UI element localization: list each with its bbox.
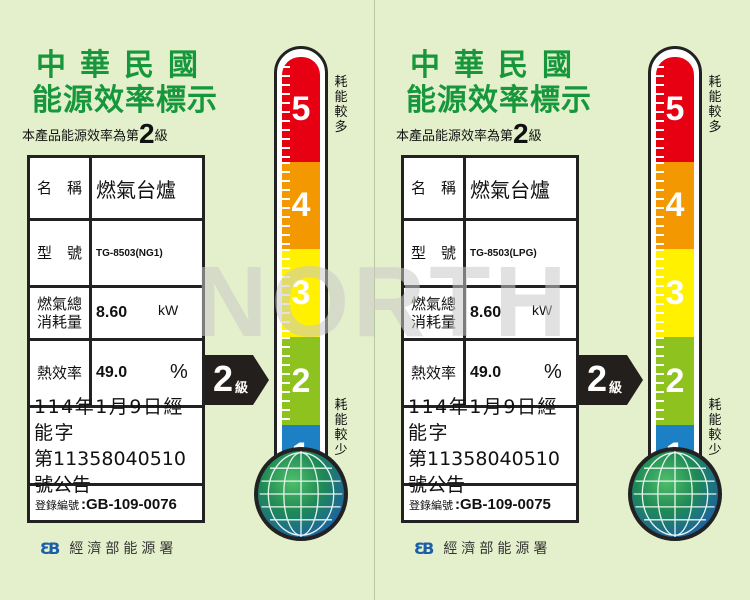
- consumption-unit: kW: [532, 302, 553, 318]
- efficiency-number: 49.0: [96, 364, 128, 381]
- registration: 登錄編號:GB-109-0075: [404, 486, 576, 523]
- registration-key: 登錄編號: [35, 498, 79, 512]
- scale-level-4: 4: [282, 162, 320, 249]
- grade-statement: 本產品能源效率為第2級: [396, 118, 542, 150]
- title-line1: 中華民國: [410, 48, 586, 83]
- globe-icon: [628, 447, 722, 541]
- name-key: 名 稱: [30, 158, 92, 221]
- low-consumption-label: 耗能較少: [334, 398, 348, 458]
- consumption-unit: kW: [158, 302, 179, 318]
- grade-statement: 本產品能源效率為第2級: [22, 118, 168, 150]
- divider: [374, 0, 375, 600]
- agency-name: 經濟部能源署: [443, 541, 552, 557]
- consumption-key: 燃氣總消耗量: [30, 288, 92, 341]
- thermometer-scale: 5 4 3 2 1: [648, 46, 702, 486]
- grade-suffix: 級: [154, 129, 168, 144]
- announcement: 114年1月9日經能字 第11358040510號公告: [30, 396, 202, 496]
- scale-level-5: 5: [656, 57, 694, 162]
- model-key: 型 號: [30, 221, 92, 288]
- scale-level-5: 5: [282, 57, 320, 162]
- scale-level-2: 2: [282, 337, 320, 425]
- announcement: 114年1月9日經能字 第11358040510號公告: [404, 396, 576, 496]
- consumption-key: 燃氣總消耗量: [404, 288, 466, 341]
- high-consumption-label: 耗能較多: [334, 75, 348, 135]
- announcement-line1: 114年1月9日經能字: [408, 395, 558, 444]
- efficiency-unit: %: [544, 361, 562, 383]
- title-line1: 中華民國: [36, 48, 212, 83]
- efficiency-value: 49.0%: [92, 341, 202, 408]
- efficiency-number: 49.0: [470, 364, 502, 381]
- spec-table: 名 稱 燃氣台爐 型 號 TG-8503(LPG) 燃氣總消耗量 8.60 kW …: [401, 155, 579, 523]
- title-line2: 能源效率標示: [406, 83, 592, 118]
- grade-suffix: 級: [528, 129, 542, 144]
- globe-icon: [254, 447, 348, 541]
- model-value: TG-8503(LPG): [466, 221, 576, 288]
- energy-label-lpg: 中華民國 能源效率標示 本產品能源效率為第2級 名 稱 燃氣台爐 型 號 TG-…: [374, 0, 749, 600]
- energy-label-ng1: 中華民國 能源效率標示 本產品能源效率為第2級 名 稱 燃氣台爐 型 號 TG-…: [22, 46, 348, 558]
- model-value: TG-8503(NG1): [92, 221, 202, 288]
- agency-logo: ƐB 經濟部能源署: [414, 538, 551, 558]
- efficiency-unit: %: [170, 361, 188, 383]
- arrow-grade: 2: [587, 358, 608, 399]
- arrow-suffix: 級: [609, 380, 623, 395]
- consumption-value: 8.60 kW: [92, 288, 202, 341]
- agency-name: 經濟部能源署: [69, 541, 178, 557]
- grade-number: 2: [513, 118, 529, 149]
- name-key: 名 稱: [404, 158, 466, 221]
- agency-logo: ƐB 經濟部能源署: [40, 538, 177, 558]
- scale-level-4: 4: [656, 162, 694, 249]
- registration: 登錄編號:GB-109-0076: [30, 486, 202, 523]
- agency-mark-icon: ƐB: [40, 538, 60, 558]
- announcement-line2: 第11358040510號公告: [408, 447, 560, 496]
- name-value: 燃氣台爐: [466, 158, 576, 221]
- agency-mark-icon: ƐB: [414, 538, 434, 558]
- consumption-number: 8.60: [96, 304, 128, 321]
- low-consumption-label: 耗能較少: [708, 398, 722, 458]
- name-value: 燃氣台爐: [92, 158, 202, 221]
- arrow-suffix: 級: [235, 380, 249, 395]
- model-key: 型 號: [404, 221, 466, 288]
- efficiency-key: 熱效率: [404, 341, 466, 408]
- scale-level-3: 3: [656, 249, 694, 337]
- grade-prefix: 本產品能源效率為第: [22, 129, 140, 144]
- efficiency-key: 熱效率: [30, 341, 92, 408]
- title-line2: 能源效率標示: [32, 83, 218, 118]
- grade-prefix: 本產品能源效率為第: [396, 129, 514, 144]
- consumption-number: 8.60: [470, 304, 502, 321]
- spec-table: 名 稱 燃氣台爐 型 號 TG-8503(NG1) 燃氣總消耗量 8.60 kW …: [27, 155, 205, 523]
- announcement-line2: 第11358040510號公告: [34, 447, 186, 496]
- announcement-line1: 114年1月9日經能字: [34, 395, 184, 444]
- scale-level-2: 2: [656, 337, 694, 425]
- grade-number: 2: [139, 118, 155, 149]
- scale-level-3: 3: [282, 249, 320, 337]
- thermometer-scale: 5 4 3 2 1: [274, 46, 328, 486]
- registration-key: 登錄編號: [409, 498, 453, 512]
- high-consumption-label: 耗能較多: [708, 75, 722, 135]
- registration-number: :GB-109-0075: [455, 496, 551, 513]
- registration-number: :GB-109-0076: [81, 496, 177, 513]
- consumption-value: 8.60 kW: [466, 288, 576, 341]
- arrow-grade: 2: [213, 358, 234, 399]
- efficiency-value: 49.0%: [466, 341, 576, 408]
